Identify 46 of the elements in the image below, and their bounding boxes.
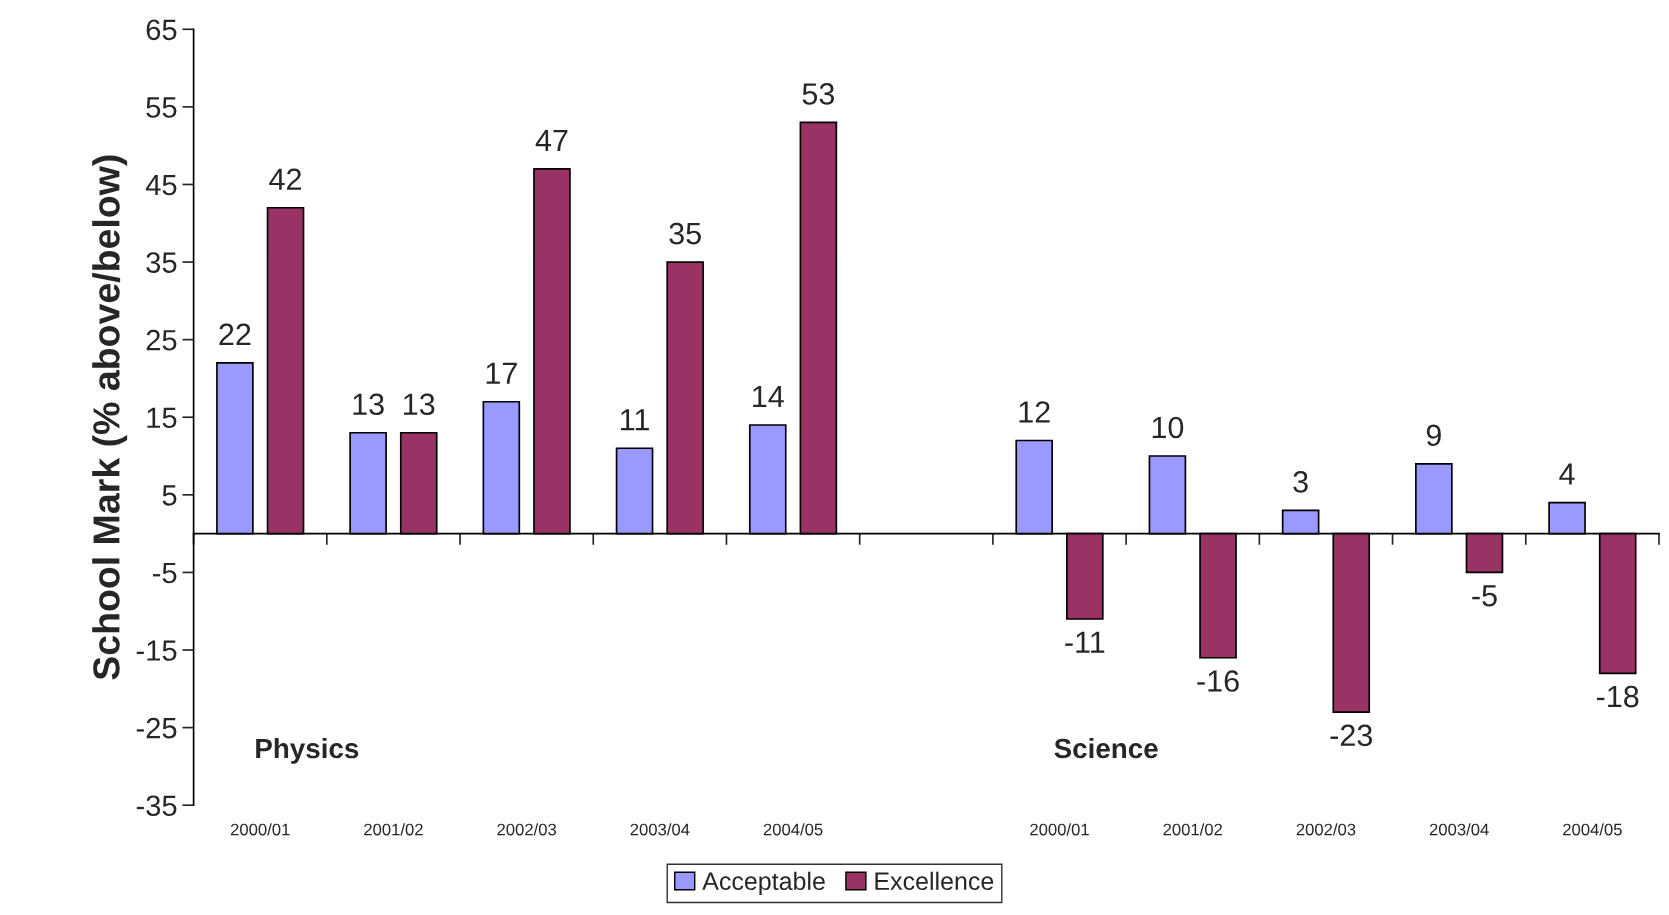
y-tick-label: 15: [147, 407, 177, 429]
data-label: 53: [802, 83, 835, 105]
x-tick-label: 2001/02: [364, 823, 423, 836]
y-tick-label: -15: [136, 640, 177, 661]
data-label: 22: [219, 323, 251, 345]
y-axis-title: School Mark (% above/below): [92, 155, 128, 680]
data-label: 10: [1152, 416, 1184, 439]
y-tick-label: 25: [146, 329, 177, 351]
data-label: 14: [753, 386, 784, 408]
data-label: 35: [669, 222, 701, 245]
x-tick-label: 2000/01: [230, 823, 290, 836]
x-tick-label: 2002/03: [497, 823, 557, 836]
data-label: -5: [1472, 585, 1497, 607]
annotation: Physics: [256, 737, 359, 764]
x-tick-label: 2004/05: [1563, 823, 1622, 836]
x-tick-label: 2000/01: [1030, 823, 1089, 836]
data-label: -18: [1596, 685, 1639, 708]
x-tick-label: 2002/03: [1296, 823, 1356, 836]
legend-label: Excellence: [875, 871, 994, 891]
y-tick-label: -35: [136, 795, 177, 817]
legend-label: Acceptable: [702, 871, 825, 895]
data-label: -23: [1330, 724, 1372, 747]
data-label: 12: [1019, 401, 1050, 423]
x-tick-label: 2004/05: [763, 823, 823, 836]
y-tick-label: 5: [162, 485, 177, 506]
data-label: 11: [621, 409, 649, 431]
y-tick-label: -5: [153, 562, 177, 584]
data-label: -11: [1065, 631, 1105, 653]
y-tick-label: -25: [136, 717, 177, 739]
data-label: 42: [269, 168, 301, 190]
data-label: 4: [1559, 463, 1575, 485]
y-tick-label: 55: [146, 97, 177, 118]
data-label: -16: [1197, 670, 1239, 692]
data-label: 17: [486, 362, 517, 384]
data-label: 9: [1426, 424, 1441, 447]
data-label: 47: [535, 129, 568, 151]
data-label: 13: [353, 393, 384, 416]
y-tick-label: 65: [146, 19, 177, 41]
x-tick-label: 2003/04: [1429, 823, 1489, 836]
data-label: 13: [404, 393, 435, 416]
y-tick-label: 35: [146, 252, 177, 273]
y-tick-label: 45: [145, 174, 177, 196]
x-tick-label: 2003/04: [630, 823, 690, 836]
x-tick-label: 2001/02: [1163, 823, 1223, 836]
data-label: 3: [1293, 471, 1308, 493]
annotation: Science: [1054, 737, 1158, 759]
